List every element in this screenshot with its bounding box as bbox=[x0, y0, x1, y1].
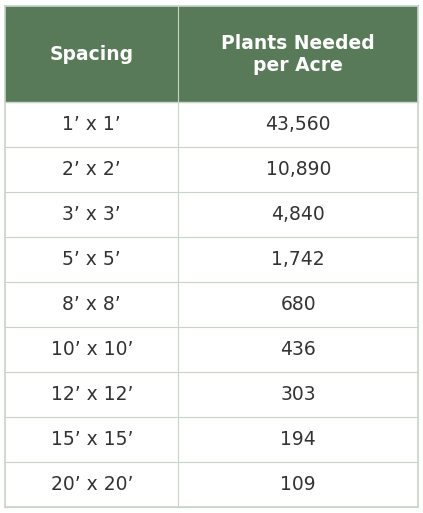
Bar bbox=[5, 192, 418, 237]
Bar bbox=[5, 417, 418, 462]
Text: 436: 436 bbox=[280, 340, 316, 359]
Bar bbox=[5, 6, 179, 102]
Bar bbox=[5, 147, 418, 192]
Text: 1’ x 1’: 1’ x 1’ bbox=[63, 115, 121, 134]
Text: Plants Needed
per Acre: Plants Needed per Acre bbox=[221, 34, 375, 75]
Text: 10’ x 10’: 10’ x 10’ bbox=[51, 340, 133, 359]
Text: 2’ x 2’: 2’ x 2’ bbox=[63, 160, 121, 179]
Bar bbox=[5, 282, 418, 327]
Text: 10,890: 10,890 bbox=[266, 160, 331, 179]
Bar bbox=[179, 6, 418, 102]
Text: 3’ x 3’: 3’ x 3’ bbox=[63, 205, 121, 224]
Text: 4,840: 4,840 bbox=[271, 205, 325, 224]
Text: 43,560: 43,560 bbox=[266, 115, 331, 134]
Text: 12’ x 12’: 12’ x 12’ bbox=[51, 385, 133, 404]
Text: 194: 194 bbox=[280, 430, 316, 449]
Bar bbox=[5, 372, 418, 417]
Text: Spacing: Spacing bbox=[50, 45, 134, 64]
Text: 303: 303 bbox=[280, 385, 316, 404]
Bar bbox=[5, 327, 418, 372]
Text: 5’ x 5’: 5’ x 5’ bbox=[63, 250, 121, 269]
Text: 15’ x 15’: 15’ x 15’ bbox=[51, 430, 133, 449]
Text: 8’ x 8’: 8’ x 8’ bbox=[63, 295, 121, 314]
Text: 20’ x 20’: 20’ x 20’ bbox=[51, 475, 133, 494]
Bar bbox=[5, 102, 418, 147]
Text: 109: 109 bbox=[280, 475, 316, 494]
Text: 1,742: 1,742 bbox=[272, 250, 325, 269]
Text: 680: 680 bbox=[280, 295, 316, 314]
Bar bbox=[5, 462, 418, 507]
Bar bbox=[5, 237, 418, 282]
